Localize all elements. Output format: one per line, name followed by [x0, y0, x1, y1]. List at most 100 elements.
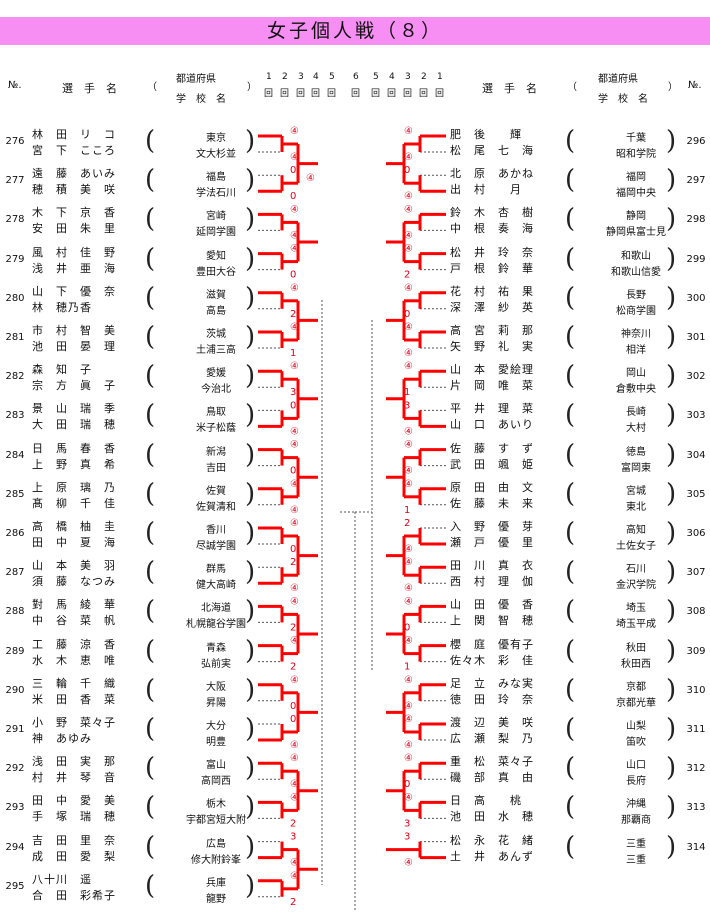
match-no-right: 303: [686, 410, 706, 422]
score-label: ④: [404, 244, 413, 255]
prefecture: 高知: [626, 525, 646, 536]
prefecture: 群馬: [206, 564, 226, 576]
school-name: 福岡中央: [616, 188, 656, 200]
prefecture: 青森: [206, 642, 226, 654]
score-label: ④: [404, 322, 413, 333]
school-name: 三重: [626, 854, 646, 866]
score-label: 3: [290, 387, 296, 398]
paren-close: ): [245, 674, 256, 705]
score-label: 2: [404, 270, 410, 281]
score-label: 0: [404, 622, 410, 633]
paren-close: ): [666, 126, 677, 156]
paren-open: (: [565, 753, 576, 784]
paren-open: (: [145, 674, 156, 705]
player-name: 平 井 理 菜: [450, 402, 534, 416]
prefecture: 福岡: [626, 172, 646, 184]
score-label: ④: [290, 230, 299, 241]
school-name: 今治北: [201, 384, 231, 396]
player-name: 田 中 夏 海: [32, 536, 116, 549]
school-name: 金沢学院: [616, 580, 656, 592]
school-name: 長府: [626, 776, 646, 788]
paren-close: ): [245, 635, 256, 666]
header-paren-open-right: （: [567, 82, 577, 93]
player-name: 吉 田 里 奈: [32, 833, 116, 847]
school-name: 尽誠学園: [196, 541, 236, 552]
round-label-right-2: 4: [389, 72, 395, 82]
header-paren-open-left: （: [147, 82, 157, 93]
match-no-right: 308: [686, 606, 706, 618]
player-name: 水 木 恵 唯: [32, 653, 116, 667]
round-suffix-left-1: 回: [264, 89, 274, 99]
round-suffix-right-4: 回: [419, 89, 429, 99]
school-name: 高岡西: [201, 776, 231, 788]
score-label: 0: [290, 466, 296, 477]
player-name: 八十川 遥: [32, 872, 92, 886]
school-name: 学法石川: [196, 188, 236, 200]
paren-close: ): [666, 165, 677, 196]
paren-close: ): [666, 792, 677, 823]
prefecture: 山梨: [626, 721, 646, 732]
player-name: 佐 藤 未 来: [450, 496, 534, 510]
player-name: 浅 田 実 那: [32, 755, 116, 769]
score-label: ④: [290, 779, 299, 790]
score-label: ④: [290, 152, 299, 163]
match-no-left: 294: [5, 841, 25, 853]
paren-open: (: [145, 439, 156, 470]
header-paren-close-right: ）: [668, 82, 678, 93]
player-name: 宮 下 こころ: [32, 144, 116, 157]
player-name: 山 下 優 奈: [32, 284, 116, 298]
paren-open: (: [145, 322, 156, 352]
player-name: 手 塚 瑞 穂: [32, 810, 116, 824]
prefecture: 徳島: [626, 446, 646, 458]
score-label: ④: [290, 204, 299, 215]
header-pref-right: 都道府県: [598, 74, 638, 85]
prefecture: 鳥取: [206, 407, 226, 419]
header-no-right: №.: [688, 80, 702, 91]
player-name: 瀬 戸 優 里: [450, 536, 534, 549]
player-name: 武 田 颯 姫: [450, 457, 534, 471]
score-label: ④: [404, 858, 413, 869]
match-no-left: 295: [5, 880, 25, 892]
score-label: ④: [290, 858, 299, 869]
player-name: 山 本 美 羽: [32, 559, 116, 573]
score-label: ④: [404, 675, 413, 686]
player-name: 安 田 朱 里: [32, 222, 116, 236]
player-name: 佐々木 彩 佳: [450, 653, 534, 667]
round-suffix-left-4: 回: [311, 89, 321, 99]
match-no-left: 284: [5, 449, 25, 461]
prefecture: 佐賀: [206, 485, 226, 497]
paren-open: (: [145, 361, 156, 392]
score-label: ④: [404, 152, 413, 163]
round-label-left-4: 4: [313, 72, 319, 82]
score-label: 2: [404, 518, 410, 529]
paren-open: (: [565, 518, 576, 548]
prefecture: 石川: [626, 564, 646, 576]
paren-close: ): [666, 831, 677, 862]
match-no-left: 277: [5, 175, 25, 187]
school-name: 富岡東: [621, 462, 651, 474]
paren-open: (: [145, 478, 156, 509]
score-label: ④: [290, 426, 299, 437]
score-label: ④: [404, 348, 413, 359]
match-no-left: 281: [5, 332, 25, 343]
score-label: ④: [404, 701, 413, 712]
player-name: 磯 部 真 由: [450, 771, 534, 785]
score-label: ④: [404, 740, 413, 751]
paren-open: (: [145, 831, 156, 862]
round-label-right-1: 5: [373, 72, 379, 82]
prefecture: 大分: [206, 721, 226, 732]
round-label-left-2: 2: [282, 72, 288, 82]
paren-open: (: [145, 518, 156, 548]
school-name: 和歌山信愛: [611, 266, 661, 278]
player-name: 入 野 優 芽: [450, 520, 534, 533]
paren-close: ): [245, 870, 256, 901]
paren-open: (: [565, 439, 576, 470]
paren-open: (: [565, 126, 576, 156]
school-name: 静岡県富士見: [606, 227, 666, 239]
prefecture: 山口: [626, 760, 646, 772]
paren-close: ): [666, 596, 677, 627]
round-suffix-right-3: 回: [403, 89, 413, 99]
prefecture: 大阪: [206, 681, 226, 693]
score-label: 0: [290, 165, 296, 176]
paren-open: (: [145, 596, 156, 627]
